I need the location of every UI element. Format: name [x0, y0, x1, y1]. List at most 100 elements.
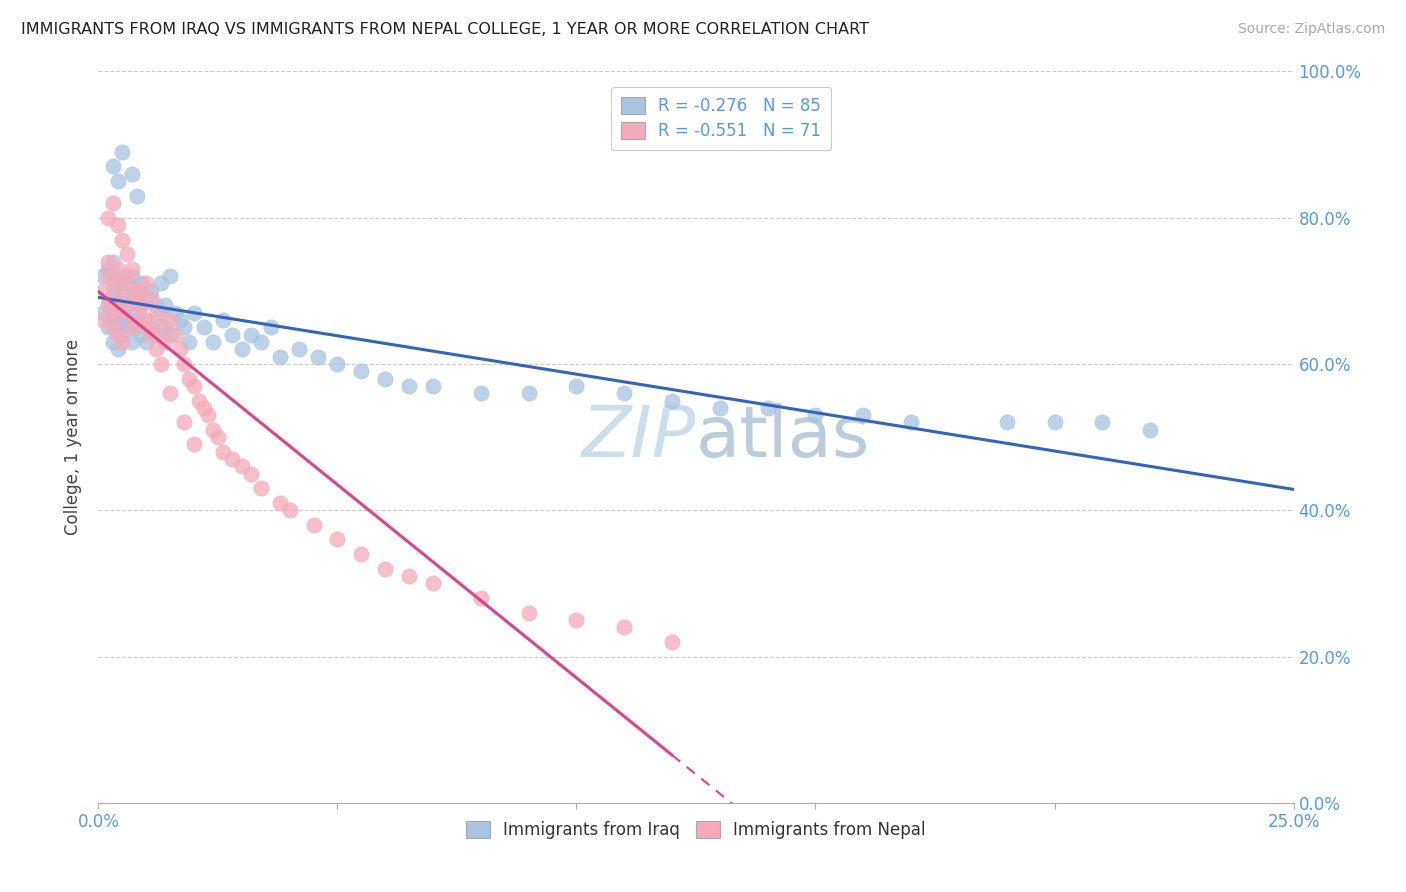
Point [202, 334, 225, 349]
Point [111, 277, 134, 291]
Point [101, 160, 124, 174]
Point [131, 298, 153, 312]
Point [1091, 416, 1114, 430]
Point [613, 620, 636, 634]
Point [111, 327, 134, 342]
Point [163, 306, 186, 320]
Point [107, 320, 129, 334]
Point [145, 327, 167, 342]
Point [101, 291, 124, 305]
Point [91, 306, 114, 320]
Point [131, 298, 153, 312]
Point [398, 379, 420, 393]
Point [149, 277, 172, 291]
Point [211, 313, 233, 327]
Point [307, 350, 329, 364]
Point [115, 269, 138, 284]
Point [107, 327, 129, 342]
Point [183, 379, 205, 393]
Y-axis label: College, 1 year or more: College, 1 year or more [65, 339, 83, 535]
Point [107, 298, 129, 312]
Point [159, 313, 181, 327]
Point [91, 269, 114, 284]
Point [101, 313, 124, 327]
Point [231, 459, 253, 474]
Point [661, 393, 683, 408]
Point [350, 364, 373, 378]
Point [326, 357, 349, 371]
Point [565, 379, 588, 393]
Point [422, 379, 444, 393]
Point [135, 313, 157, 327]
Point [121, 313, 143, 327]
Point [139, 320, 162, 334]
Point [111, 284, 134, 298]
Point [207, 430, 229, 444]
Point [149, 357, 172, 371]
Point [139, 284, 162, 298]
Point [173, 320, 195, 334]
Point [101, 277, 124, 291]
Point [211, 444, 233, 458]
Point [169, 343, 191, 357]
Point [111, 313, 134, 327]
Point [135, 334, 157, 349]
Point [517, 606, 540, 620]
Point [107, 343, 129, 357]
Point [107, 277, 129, 291]
Point [107, 291, 129, 305]
Point [155, 320, 177, 334]
Point [197, 408, 219, 422]
Point [202, 423, 225, 437]
Point [115, 298, 138, 312]
Point [995, 416, 1018, 430]
Point [125, 284, 148, 298]
Point [250, 481, 273, 495]
Point [756, 401, 779, 415]
Point [97, 211, 120, 225]
Point [145, 298, 167, 312]
Point [187, 393, 209, 408]
Text: ZIP: ZIP [582, 402, 696, 472]
Point [145, 343, 167, 357]
Point [231, 343, 253, 357]
Point [115, 247, 138, 261]
Point [159, 327, 181, 342]
Text: IMMIGRANTS FROM IRAQ VS IMMIGRANTS FROM NEPAL COLLEGE, 1 YEAR OR MORE CORRELATIO: IMMIGRANTS FROM IRAQ VS IMMIGRANTS FROM … [21, 22, 869, 37]
Point [125, 291, 148, 305]
Point [91, 313, 114, 327]
Point [121, 334, 143, 349]
Legend: Immigrants from Iraq, Immigrants from Nepal: Immigrants from Iraq, Immigrants from Ne… [460, 814, 932, 846]
Point [470, 591, 492, 605]
Point [135, 320, 157, 334]
Point [852, 408, 875, 422]
Point [135, 291, 157, 305]
Point [374, 371, 396, 385]
Point [121, 269, 143, 284]
Point [302, 517, 325, 532]
Point [709, 401, 731, 415]
Point [101, 284, 124, 298]
Point [125, 320, 148, 334]
Point [1043, 416, 1066, 430]
Point [125, 284, 148, 298]
Point [115, 298, 138, 312]
Text: Source: ZipAtlas.com: Source: ZipAtlas.com [1237, 22, 1385, 37]
Point [115, 277, 138, 291]
Point [900, 416, 922, 430]
Point [125, 188, 148, 202]
Point [97, 320, 120, 334]
Point [131, 298, 153, 312]
Point [269, 496, 291, 510]
Point [422, 576, 444, 591]
Point [107, 174, 129, 188]
Point [240, 467, 263, 481]
Point [101, 306, 124, 320]
Point [350, 547, 373, 561]
Point [240, 327, 263, 342]
Point [121, 167, 143, 181]
Point [1139, 423, 1161, 437]
Point [159, 269, 181, 284]
Point [101, 320, 124, 334]
Point [398, 569, 420, 583]
